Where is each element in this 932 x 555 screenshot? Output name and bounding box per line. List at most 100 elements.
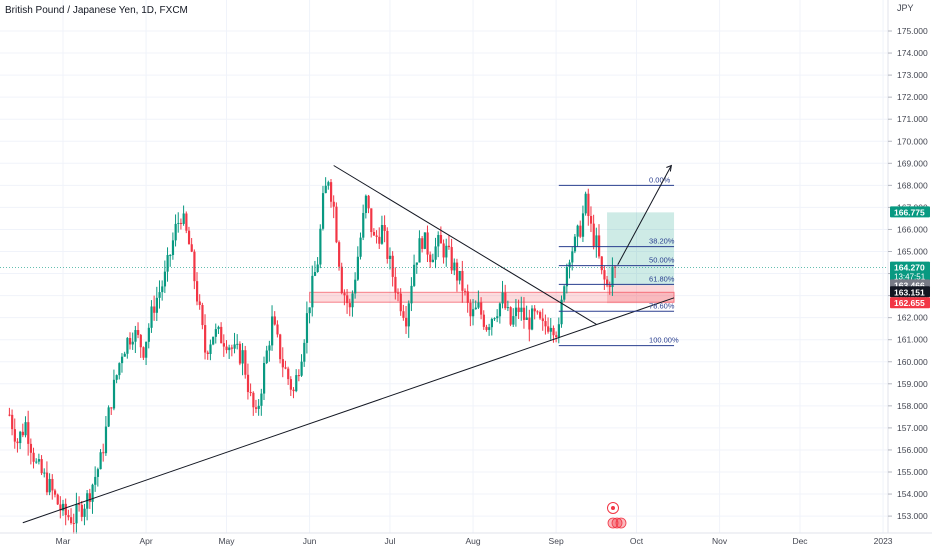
candle-body	[458, 270, 461, 281]
event-marker-stack	[607, 517, 619, 529]
candle-body	[78, 504, 81, 506]
candle-body	[80, 504, 83, 517]
candle-body	[230, 347, 234, 349]
candle-body	[421, 238, 424, 249]
candle-body	[480, 302, 483, 315]
candle-body	[490, 318, 493, 328]
candle-body	[608, 285, 611, 287]
candle-body	[252, 392, 255, 408]
price-tick-label: 169.000	[897, 158, 928, 168]
candle-body	[549, 327, 552, 332]
candle-body	[447, 245, 451, 248]
candle-body	[123, 353, 126, 357]
candle-body	[493, 318, 496, 320]
time-axis: Mar Apr May Jun Jul Aug Sep Oct Nov Dec 2023	[0, 532, 932, 546]
candle-body	[21, 431, 24, 436]
triangle-upper-trendline	[333, 165, 597, 325]
candle-body	[120, 356, 124, 364]
candle-body	[506, 307, 510, 309]
candle-body	[437, 234, 440, 247]
candle-body	[584, 193, 587, 214]
candle-body	[340, 266, 343, 294]
candle-body	[225, 346, 228, 351]
candle-body	[102, 452, 105, 454]
price-tick-label: 154.000	[897, 489, 928, 499]
candle-body	[388, 255, 392, 259]
candle-body	[59, 504, 62, 511]
candle-body	[541, 318, 544, 322]
candle-body	[110, 407, 113, 409]
candle-body	[190, 244, 193, 252]
candle-body	[246, 374, 250, 393]
price-label-last: 163.151	[890, 286, 930, 298]
candle-body	[394, 276, 397, 293]
grid	[0, 0, 888, 533]
candle-body	[525, 317, 528, 320]
candle-body	[169, 255, 172, 257]
candle-body	[469, 302, 472, 317]
chart-title: British Pound / Japanese Yen, 1D, FXCM	[5, 5, 188, 16]
price-label-value: 164.270	[894, 263, 925, 273]
candle-body	[324, 185, 327, 194]
candle-body	[391, 255, 394, 277]
candle-body	[461, 270, 464, 291]
price-label-stop: 162.655	[890, 297, 930, 309]
candle-body	[94, 476, 97, 485]
candle-body	[375, 235, 378, 237]
candle-body	[297, 375, 301, 377]
candle-body	[137, 330, 140, 335]
candle-body	[53, 490, 57, 495]
fib-level-label: 100.00%	[649, 336, 679, 345]
projection-arrow-head	[666, 164, 672, 172]
candle-body	[142, 347, 145, 358]
event-marker-stack	[611, 517, 623, 529]
candle-body	[37, 459, 41, 462]
candle-body	[64, 503, 67, 516]
candle-body	[40, 459, 43, 474]
candle-body	[260, 393, 263, 406]
price-label-bg	[890, 261, 930, 282]
candle-body	[611, 266, 614, 287]
candle-body	[450, 247, 453, 271]
candle-body	[313, 272, 317, 276]
price-tick-label: 153.000	[897, 511, 928, 521]
candle-body	[531, 308, 534, 330]
candle-body	[292, 389, 295, 392]
candle-body	[498, 303, 502, 317]
candle-body	[187, 230, 191, 245]
candle-body	[402, 311, 405, 318]
candle-body	[370, 208, 373, 233]
candle-body	[522, 307, 526, 320]
candle-body	[220, 326, 223, 344]
candle-body	[177, 222, 180, 224]
candle-body	[348, 303, 351, 308]
candle-body	[150, 306, 153, 328]
time-tick-label: May	[218, 536, 235, 546]
candle-body	[204, 325, 207, 353]
candle-body	[380, 225, 384, 244]
candle-body	[405, 317, 408, 327]
candle-body	[139, 334, 142, 348]
candle-body	[418, 238, 421, 263]
candle-body	[43, 472, 46, 474]
candle-body	[453, 262, 456, 271]
price-label-value: 163.151	[894, 287, 925, 297]
projection-arrow-line	[617, 165, 672, 265]
candle-body	[96, 469, 100, 477]
candle-body	[514, 307, 518, 317]
price-label-countdown: 13:47:51	[894, 273, 926, 282]
candle-body	[536, 311, 539, 313]
candle-body	[356, 256, 359, 280]
candle-body	[161, 286, 164, 293]
candle-body	[504, 292, 507, 309]
candle-body	[241, 350, 244, 364]
candle-body	[568, 262, 571, 267]
fib-level-label: 50.00%	[649, 256, 675, 265]
candle-body	[571, 251, 574, 263]
candle-body	[364, 195, 368, 213]
candle-body	[174, 223, 177, 241]
candle-body	[45, 472, 49, 493]
candle-body	[107, 407, 110, 427]
